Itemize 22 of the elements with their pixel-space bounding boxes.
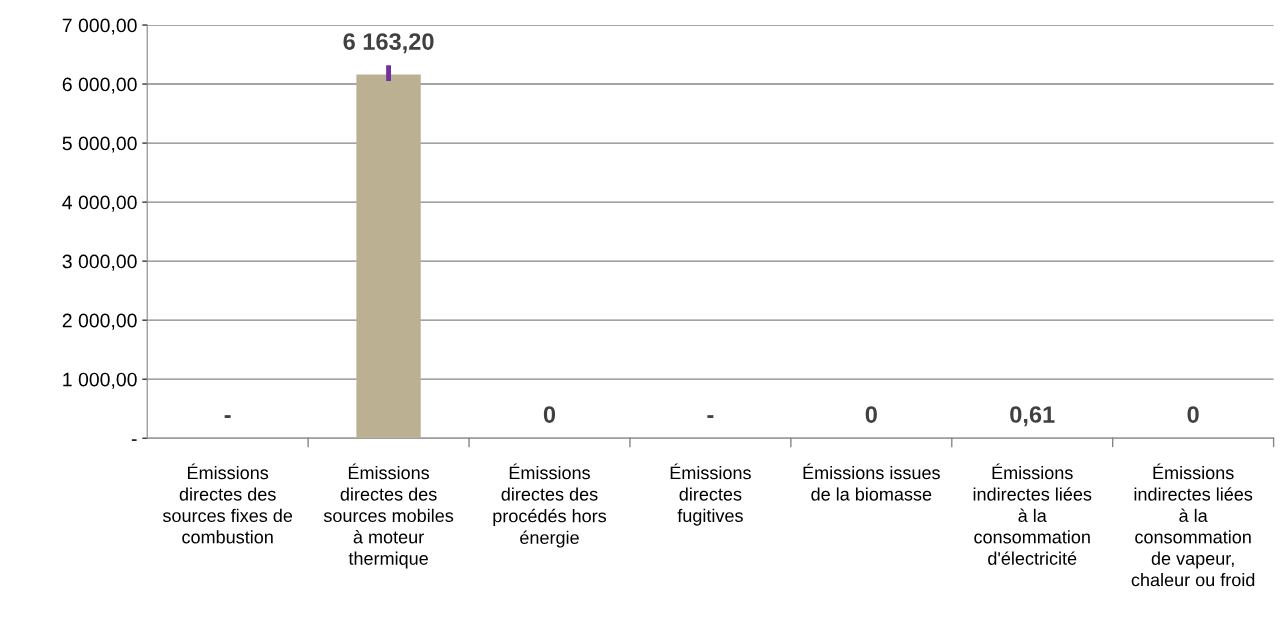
x-tick-label: Émissions indirectes liées à la consommation d'électricité bbox=[973, 463, 1092, 565]
y-tick-label: 6 000,00 bbox=[62, 77, 137, 94]
data-label: 0 bbox=[865, 406, 877, 423]
x-tick-label: Émissions issues de la biomasse bbox=[803, 463, 940, 501]
data-label: 0 bbox=[543, 406, 556, 423]
y-tick-label: 2 000,00 bbox=[62, 313, 137, 330]
x-tick-label: Émissions directes des procédés hors énergie bbox=[493, 463, 607, 548]
data-label: - bbox=[224, 415, 231, 418]
y-tick-label: 5 000,00 bbox=[62, 136, 137, 153]
data-label: 0,61 bbox=[1010, 406, 1055, 427]
data-label: 6 163,20 bbox=[343, 33, 434, 54]
y-tick-label: 3 000,00 bbox=[62, 254, 137, 271]
x-tick-label: Émissions directes des sources mobiles à moteur thermique bbox=[323, 463, 454, 569]
data-label: 0 bbox=[1187, 406, 1199, 423]
y-tick-label: 4 000,00 bbox=[62, 195, 137, 212]
x-tick-label: Émissions indirectes liées à la consommation de vapeur, chaleur ou froid bbox=[1131, 463, 1255, 587]
x-tick-label: Émissions directes des sources fixes de combustion bbox=[162, 463, 293, 544]
y-tick-label: 7 000,00 bbox=[62, 18, 137, 35]
x-tick-label: Émissions directes fugitives bbox=[670, 463, 751, 526]
data-label: - bbox=[707, 415, 714, 418]
y-tick-label: 1 000,00 bbox=[63, 372, 137, 389]
y-tick-label: - bbox=[131, 439, 137, 441]
